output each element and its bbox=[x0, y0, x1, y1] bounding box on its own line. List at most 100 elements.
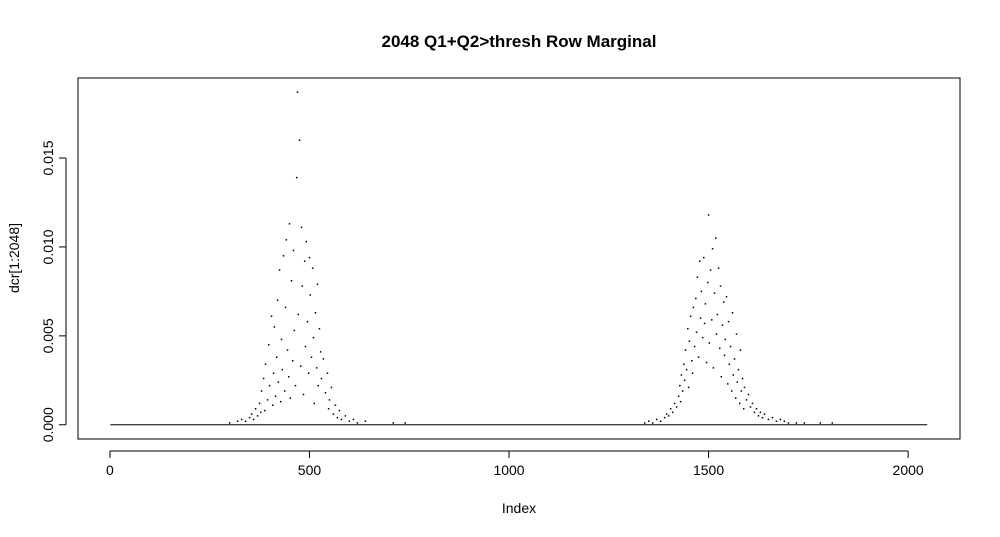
data-point bbox=[655, 418, 658, 421]
y-tick-label: 0.015 bbox=[40, 140, 56, 175]
data-point bbox=[732, 374, 735, 376]
data-point bbox=[304, 345, 307, 348]
data-point bbox=[299, 365, 302, 367]
data-point bbox=[715, 333, 718, 335]
data-point bbox=[314, 311, 317, 314]
data-point bbox=[719, 285, 722, 287]
data-point bbox=[763, 413, 766, 415]
data-point bbox=[290, 279, 293, 282]
data-points bbox=[228, 91, 834, 424]
data-point bbox=[735, 333, 738, 335]
data-point bbox=[295, 176, 298, 179]
data-point bbox=[659, 420, 662, 422]
x-tick-label: 500 bbox=[298, 462, 322, 478]
y-axis: 0.000 0.005 0.010 0.015 bbox=[40, 140, 67, 442]
data-point bbox=[281, 368, 284, 371]
data-point bbox=[264, 363, 267, 366]
data-point bbox=[736, 381, 739, 383]
data-point bbox=[287, 376, 290, 378]
y-tick-label: 0.010 bbox=[40, 229, 56, 264]
data-point bbox=[244, 420, 247, 422]
data-point bbox=[254, 408, 257, 410]
data-point bbox=[364, 420, 367, 422]
data-point bbox=[730, 390, 733, 392]
data-point bbox=[775, 420, 778, 422]
data-point bbox=[680, 374, 683, 376]
data-point bbox=[272, 372, 275, 374]
data-point bbox=[280, 338, 283, 341]
data-point bbox=[308, 256, 311, 259]
data-point bbox=[737, 368, 740, 371]
data-point bbox=[681, 390, 684, 392]
x-axis: 0 500 1000 1500 2000 bbox=[106, 450, 924, 478]
data-point bbox=[671, 411, 674, 414]
data-point bbox=[727, 320, 730, 323]
data-point bbox=[293, 329, 296, 332]
data-point bbox=[721, 324, 724, 326]
data-point bbox=[310, 356, 313, 358]
data-point bbox=[699, 260, 701, 262]
data-point bbox=[309, 294, 312, 296]
data-point bbox=[334, 404, 337, 406]
data-point bbox=[252, 418, 255, 421]
data-point bbox=[692, 306, 695, 309]
data-point bbox=[757, 415, 760, 417]
data-point bbox=[761, 416, 764, 419]
data-point bbox=[689, 315, 692, 318]
data-point bbox=[683, 363, 685, 366]
x-tick-label: 1500 bbox=[693, 462, 724, 478]
data-point bbox=[303, 260, 306, 262]
data-point bbox=[695, 331, 698, 334]
data-point bbox=[270, 315, 273, 318]
data-point bbox=[272, 404, 274, 406]
data-point bbox=[260, 411, 262, 414]
data-point bbox=[264, 409, 266, 412]
data-point bbox=[250, 413, 253, 415]
data-point bbox=[783, 420, 786, 422]
data-point bbox=[819, 422, 822, 424]
data-point bbox=[352, 418, 355, 421]
data-point bbox=[328, 399, 331, 401]
data-point bbox=[288, 223, 291, 225]
data-point bbox=[716, 313, 719, 316]
data-point bbox=[707, 214, 710, 216]
data-point bbox=[743, 386, 746, 389]
data-point bbox=[291, 360, 294, 362]
data-point bbox=[726, 383, 729, 385]
data-point bbox=[311, 267, 314, 270]
data-point bbox=[741, 377, 744, 380]
data-point bbox=[322, 358, 325, 360]
data-point bbox=[711, 247, 714, 250]
data-point bbox=[306, 320, 309, 323]
data-point bbox=[673, 402, 676, 405]
data-point bbox=[722, 301, 725, 303]
x-tick-label: 2000 bbox=[893, 462, 924, 478]
data-point bbox=[755, 408, 758, 410]
y-axis-label: dcr[1:2048] bbox=[6, 223, 22, 293]
data-point bbox=[316, 283, 319, 286]
data-point bbox=[759, 411, 762, 414]
data-point bbox=[338, 409, 341, 412]
data-point bbox=[297, 313, 300, 316]
data-point bbox=[647, 420, 650, 422]
data-point bbox=[404, 422, 407, 424]
data-point bbox=[283, 390, 286, 392]
data-point bbox=[330, 386, 333, 389]
data-point bbox=[747, 393, 750, 396]
data-point bbox=[679, 400, 682, 403]
data-point bbox=[315, 367, 318, 369]
data-point bbox=[240, 418, 243, 421]
data-point bbox=[236, 420, 239, 422]
data-point bbox=[340, 418, 343, 421]
x-tick-label: 0 bbox=[106, 462, 114, 478]
data-point bbox=[277, 381, 280, 383]
data-point bbox=[285, 239, 288, 241]
chart-title: 2048 Q1+Q2>thresh Row Marginal bbox=[382, 32, 657, 51]
x-tick-label: 1000 bbox=[493, 462, 524, 478]
data-point bbox=[753, 411, 756, 414]
data-point bbox=[276, 299, 279, 302]
data-point bbox=[749, 406, 752, 408]
data-point bbox=[803, 422, 806, 424]
data-point bbox=[665, 413, 668, 415]
